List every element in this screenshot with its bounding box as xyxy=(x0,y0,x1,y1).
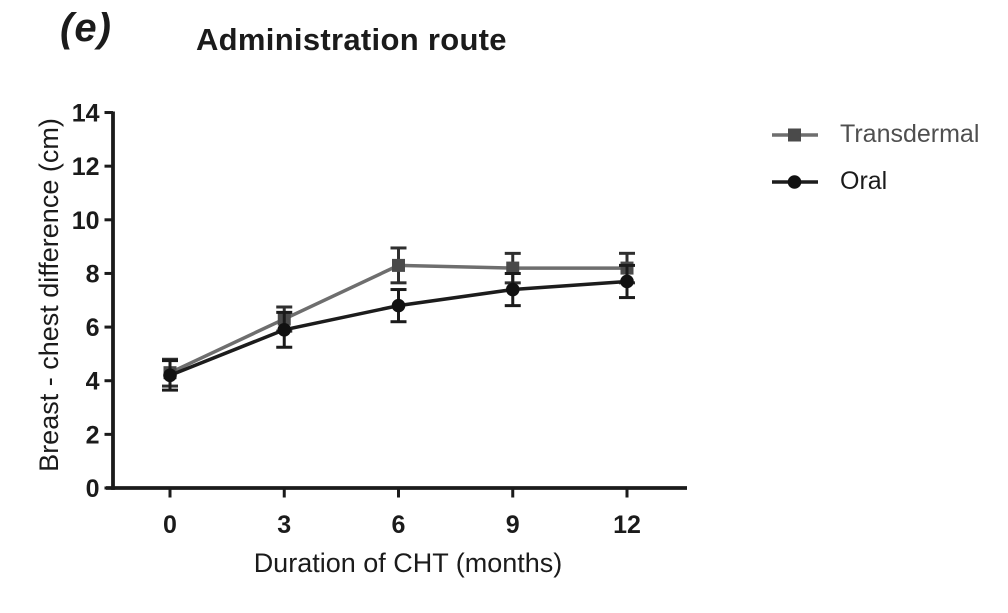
svg-text:6: 6 xyxy=(392,511,406,539)
svg-text:9: 9 xyxy=(506,511,520,539)
legend: Transdermal Oral xyxy=(772,122,979,194)
oral-circle-marker-icon xyxy=(772,174,818,189)
y-tick-labels: 0 2 4 6 8 10 12 14 xyxy=(72,100,113,503)
circle-marker xyxy=(505,282,520,297)
legend-label-oral: Oral xyxy=(840,167,888,195)
svg-text:12: 12 xyxy=(72,153,100,181)
transdermal-square-marker-icon xyxy=(772,128,818,141)
svg-text:4: 4 xyxy=(86,368,100,396)
legend-item-oral: Oral xyxy=(772,169,979,194)
circle-marker xyxy=(163,368,177,383)
svg-text:10: 10 xyxy=(72,207,100,235)
svg-text:14: 14 xyxy=(72,100,100,128)
figure-label: (e) xyxy=(60,6,112,50)
circle-marker xyxy=(620,274,634,289)
x-tick-labels: 0 3 6 9 12 xyxy=(163,488,641,539)
svg-text:3: 3 xyxy=(277,511,291,539)
x-axis-title: Duration of CHT (months) xyxy=(254,548,563,578)
circle-marker xyxy=(391,298,406,313)
legend-label-transdermal: Transdermal xyxy=(840,120,980,148)
svg-text:12: 12 xyxy=(613,511,641,539)
svg-text:8: 8 xyxy=(86,260,100,288)
legend-item-transdermal: Transdermal xyxy=(772,122,979,147)
svg-text:2: 2 xyxy=(86,421,100,449)
svg-text:6: 6 xyxy=(86,314,100,342)
circle-marker xyxy=(277,322,292,337)
svg-text:0: 0 xyxy=(86,475,100,503)
series-oral xyxy=(162,263,635,392)
chart-title: Administration route xyxy=(196,22,507,57)
svg-text:0: 0 xyxy=(163,511,177,539)
square-marker xyxy=(392,258,405,272)
y-axis-title: Breast - chest difference (cm) xyxy=(34,118,64,472)
square-marker xyxy=(506,261,520,275)
